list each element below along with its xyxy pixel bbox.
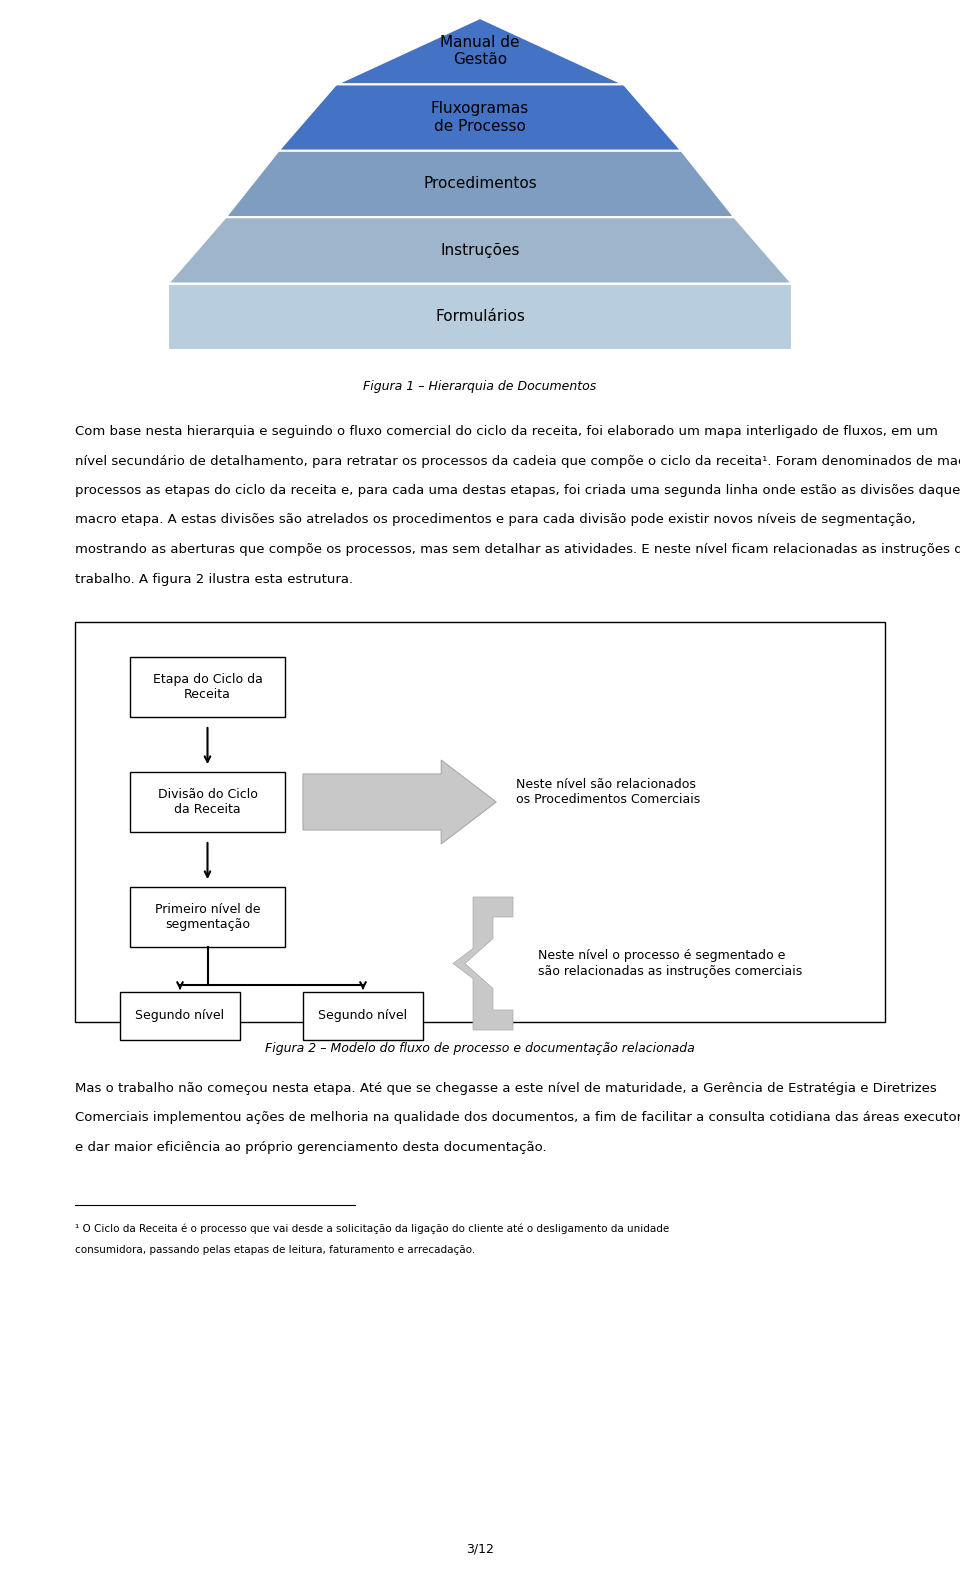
Text: Mas o trabalho não começou nesta etapa. Até que se chegasse a este nível de matu: Mas o trabalho não começou nesta etapa. … bbox=[75, 1081, 937, 1096]
Text: processos as etapas do ciclo da receita e, para cada uma destas etapas, foi cria: processos as etapas do ciclo da receita … bbox=[75, 483, 960, 497]
Text: macro etapa. A estas divisões são atrelados os procedimentos e para cada divisão: macro etapa. A estas divisões são atrela… bbox=[75, 513, 916, 526]
Bar bbox=[75, 622, 885, 1022]
Text: Formulários: Formulários bbox=[435, 310, 525, 324]
Text: trabalho. A figura 2 ilustra esta estrutura.: trabalho. A figura 2 ilustra esta estrut… bbox=[75, 573, 353, 586]
Polygon shape bbox=[168, 283, 792, 349]
Text: Segundo nível: Segundo nível bbox=[319, 1009, 408, 1022]
Text: Neste nível são relacionados
os Procedimentos Comerciais: Neste nível são relacionados os Procedim… bbox=[516, 778, 701, 806]
Text: Com base nesta hierarquia e seguindo o fluxo comercial do ciclo da receita, foi : Com base nesta hierarquia e seguindo o f… bbox=[75, 425, 938, 438]
Text: Neste nível o processo é segmentado e
são relacionadas as instruções comerciais: Neste nível o processo é segmentado e sã… bbox=[538, 949, 803, 977]
Text: Manual de
Gestão: Manual de Gestão bbox=[441, 35, 519, 68]
Polygon shape bbox=[453, 897, 513, 1029]
Text: mostrando as aberturas que compõe os processos, mas sem detalhar as atividades. : mostrando as aberturas que compõe os pro… bbox=[75, 543, 960, 556]
Text: 3/12: 3/12 bbox=[466, 1543, 494, 1557]
Text: e dar maior eficiência ao próprio gerenciamento desta documentação.: e dar maior eficiência ao próprio gerenc… bbox=[75, 1141, 546, 1154]
Text: Fluxogramas
de Processo: Fluxogramas de Processo bbox=[431, 101, 529, 134]
Polygon shape bbox=[303, 760, 496, 844]
Text: Comerciais implementou ações de melhoria na qualidade dos documentos, a fim de f: Comerciais implementou ações de melhoria… bbox=[75, 1111, 960, 1124]
Text: Divisão do Ciclo
da Receita: Divisão do Ciclo da Receita bbox=[157, 789, 257, 815]
Text: nível secundário de detalhamento, para retratar os processos da cadeia que compõ: nível secundário de detalhamento, para r… bbox=[75, 455, 960, 467]
Bar bbox=[120, 992, 240, 1040]
Bar bbox=[130, 771, 285, 833]
Text: Procedimentos: Procedimentos bbox=[423, 176, 537, 192]
Text: Segundo nível: Segundo nível bbox=[135, 1009, 225, 1022]
Text: Figura 2 – Modelo do fluxo de processo e documentação relacionada: Figura 2 – Modelo do fluxo de processo e… bbox=[265, 1042, 695, 1055]
Bar bbox=[130, 888, 285, 948]
Text: consumidora, passando pelas etapas de leitura, faturamento e arrecadação.: consumidora, passando pelas etapas de le… bbox=[75, 1245, 475, 1256]
Bar bbox=[130, 656, 285, 718]
Text: Etapa do Ciclo da
Receita: Etapa do Ciclo da Receita bbox=[153, 674, 262, 700]
Bar bbox=[303, 992, 423, 1040]
Polygon shape bbox=[226, 151, 734, 217]
Polygon shape bbox=[278, 85, 682, 151]
Polygon shape bbox=[336, 17, 624, 85]
Text: Instruções: Instruções bbox=[441, 242, 519, 258]
Polygon shape bbox=[168, 217, 792, 283]
Text: ¹ O Ciclo da Receita é o processo que vai desde a solicitação da ligação do clie: ¹ O Ciclo da Receita é o processo que va… bbox=[75, 1223, 669, 1234]
Text: Figura 1 – Hierarquia de Documentos: Figura 1 – Hierarquia de Documentos bbox=[364, 379, 596, 394]
Text: Primeiro nível de
segmentação: Primeiro nível de segmentação bbox=[155, 903, 260, 930]
